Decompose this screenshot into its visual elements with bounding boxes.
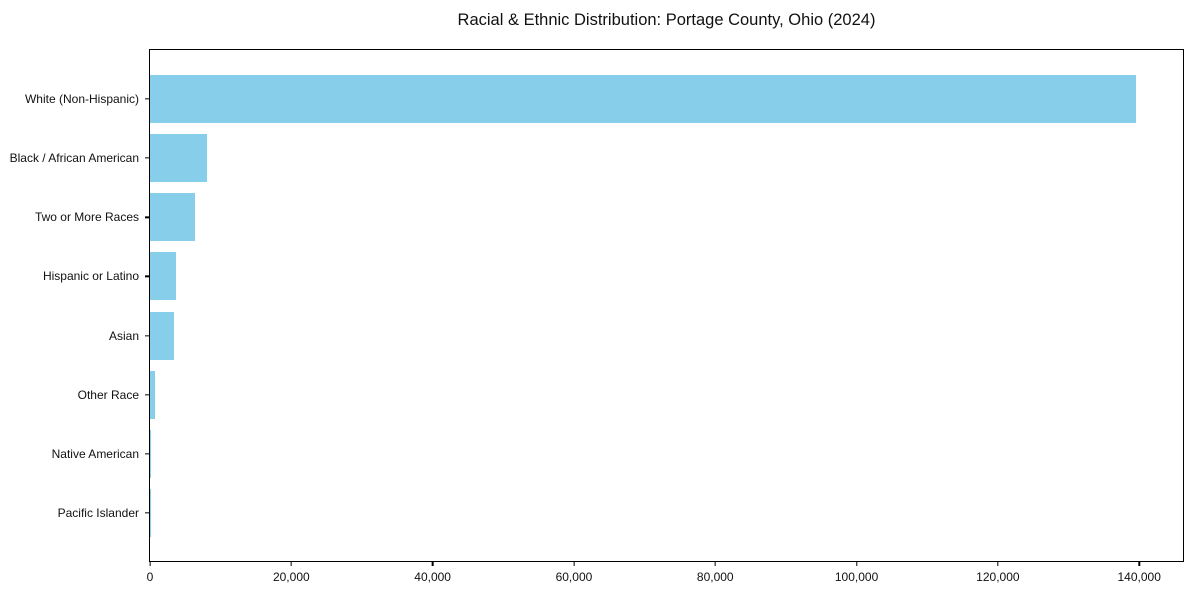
- bar-row: Native American: [52, 429, 1183, 478]
- x-tick-label: 60,000: [555, 570, 593, 584]
- y-tick-mark: [144, 216, 149, 218]
- y-tick-mark: [144, 394, 149, 396]
- x-tick-label: 120,000: [976, 570, 1020, 584]
- x-tick: 100,000: [835, 562, 878, 584]
- chart-title: Racial & Ethnic Distribution: Portage Co…: [457, 11, 876, 29]
- bar: [150, 311, 175, 360]
- x-tick-label: 140,000: [1117, 570, 1161, 584]
- x-tick-mark: [1138, 562, 1140, 566]
- x-tick: 40,000: [414, 562, 451, 584]
- y-tick-mark: [144, 275, 149, 278]
- bar: [150, 429, 152, 478]
- bar: [150, 252, 177, 301]
- x-tick-mark: [149, 562, 151, 566]
- category-label: Pacific Islander: [57, 505, 139, 520]
- category-label: Other Race: [77, 387, 139, 402]
- category-label: Two or More Races: [34, 210, 139, 225]
- y-tick-mark: [144, 98, 149, 100]
- y-tick-mark: [144, 334, 149, 337]
- bar-row: Hispanic or Latino: [43, 252, 1183, 301]
- bar: [150, 75, 1136, 123]
- x-tick-label: 0: [146, 570, 154, 584]
- x-axis: 0 20,000 40,000 60,000 80,000 100,000 120,000 1…: [146, 561, 1183, 593]
- x-tick-label: 100,000: [834, 570, 879, 584]
- x-tick: 140,000: [1117, 562, 1161, 584]
- x-tick-label: 40,000: [414, 570, 451, 584]
- x-tick: 80,000: [697, 562, 734, 584]
- category-label: Hispanic or Latino: [42, 269, 139, 284]
- bars-container: White (Non-Hispanic) Black / African Amer…: [10, 50, 1183, 561]
- bar-row: Pacific Islander: [58, 488, 1183, 537]
- x-tick: 0: [146, 562, 154, 584]
- x-tick: 60,000: [555, 562, 593, 584]
- x-tick: 120,000: [976, 562, 1020, 584]
- x-tick: 20,000: [273, 562, 310, 584]
- bar-row: Two or More Races: [35, 193, 1183, 242]
- x-tick-mark: [573, 562, 575, 566]
- bar-row: Asian: [109, 311, 1183, 360]
- y-tick-mark: [144, 453, 149, 455]
- category-label: Asian: [108, 328, 139, 343]
- x-tick-mark: [855, 562, 858, 566]
- category-label: White (Non-Hispanic): [24, 92, 139, 106]
- x-tick-label: 20,000: [272, 570, 310, 584]
- x-tick-mark: [431, 562, 434, 566]
- bar: [150, 193, 196, 242]
- x-tick-label: 80,000: [696, 570, 734, 584]
- bar: [150, 134, 208, 183]
- bar-row: Other Race: [78, 370, 1183, 419]
- x-tick-mark: [997, 562, 999, 566]
- plot-area: White (Non-Hispanic) Black / African Amer…: [10, 49, 1184, 584]
- x-tick-mark: [290, 562, 292, 566]
- x-tick-mark: [714, 562, 716, 566]
- category-label: Black / African American: [9, 151, 139, 166]
- bar-row: White (Non-Hispanic): [25, 75, 1183, 123]
- y-tick-mark: [144, 157, 149, 159]
- category-label: Native American: [51, 446, 139, 461]
- bar-row: Black / African American: [10, 134, 1183, 183]
- y-tick-mark: [144, 512, 149, 514]
- bar: [150, 370, 155, 419]
